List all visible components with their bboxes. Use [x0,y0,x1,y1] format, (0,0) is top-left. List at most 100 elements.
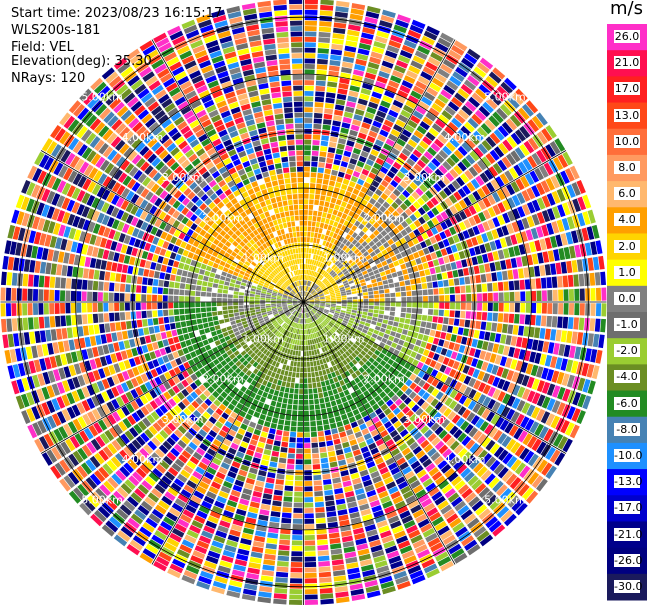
velocity-gate [482,254,489,263]
velocity-gate [305,270,307,275]
velocity-gate [322,212,327,218]
velocity-gate [329,60,340,66]
velocity-gate [593,257,599,270]
velocity-gate [323,207,328,213]
velocity-gate [220,324,226,329]
velocity-gate [287,404,292,409]
velocity-gate [273,599,286,605]
velocity-gate [503,313,508,322]
velocity-gate [437,273,443,280]
velocity-gate [327,517,337,523]
velocity-gate [375,273,381,278]
velocity-gate [305,26,317,31]
velocity-gate [305,551,316,556]
velocity-gate [257,475,266,482]
velocity-gate [311,227,315,232]
velocity-gate [342,213,348,219]
velocity-gate [262,565,274,571]
velocity-gate [593,334,599,347]
velocity-gate [299,389,303,394]
velocity-gate [377,318,382,322]
velocity-gate [407,297,412,302]
velocity-gate [270,517,280,523]
velocity-gate [466,294,471,301]
velocity-gate [552,316,558,327]
velocity-gate [83,326,89,336]
velocity-gate [265,549,277,555]
velocity-gate [371,279,377,283]
velocity-gate [285,480,293,485]
velocity-gate [317,64,328,70]
velocity-gate [290,426,296,431]
velocity-gate [185,308,190,313]
velocity-gate [265,399,271,405]
velocity-gate [280,447,287,453]
velocity-gate [304,102,313,107]
velocity-gate [208,322,214,327]
velocity-gate [185,339,191,346]
velocity-gate [328,76,338,82]
velocity-gate [259,414,266,420]
velocity-gate [481,274,487,282]
velocity-gate [482,312,487,320]
velocity-gate [488,303,493,311]
velocity-gate [305,31,317,36]
velocity-gate [180,341,186,348]
velocity-gate [306,259,308,264]
velocity-gate [422,283,427,289]
velocity-gate [206,307,211,312]
velocity-gate [335,382,340,388]
velocity-gate [226,326,232,331]
velocity-gate [282,513,292,519]
velocity-gate [390,307,395,311]
velocity-gate [166,331,172,338]
velocity-gate [334,110,343,116]
velocity-gate [293,405,298,410]
velocity-gate [515,292,520,301]
velocity-gate [304,75,314,80]
velocity-gate [158,310,163,317]
velocity-gate [305,53,316,58]
velocity-gate [169,316,175,322]
velocity-gate [276,566,288,572]
velocity-gate [313,135,321,140]
velocity-gate [600,272,606,285]
velocity-gate [312,145,319,150]
velocity-gate [305,42,316,47]
velocity-gate [318,387,323,392]
velocity-gate [311,372,315,377]
velocity-gate [321,381,326,387]
velocity-gate [322,370,326,376]
velocity-gate [539,328,545,339]
velocity-gate [384,289,389,293]
velocity-gate [318,431,324,437]
velocity-gate [279,545,290,551]
velocity-gate [307,367,310,372]
velocity-gate [223,314,228,318]
velocity-gate [456,335,462,343]
velocity-gate [519,280,525,290]
velocity-gate [61,328,67,339]
velocity-gate [297,362,300,367]
velocity-gate [338,514,348,520]
velocity-gate [507,270,513,280]
velocity-gate [312,151,319,156]
velocity-gate [329,456,337,462]
velocity-gate [304,205,308,210]
velocity-gate [396,253,402,259]
velocity-gate [482,341,489,350]
velocity-gate [336,306,341,308]
velocity-gate [324,108,333,114]
velocity-gate [88,325,94,335]
velocity-gate [577,332,583,345]
velocity-gate [383,265,389,270]
velocity-gate [455,311,460,318]
velocity-gate [316,523,326,529]
velocity-gate [121,322,127,330]
velocity-gate [393,338,399,344]
velocity-gate [456,261,462,269]
velocity-gate [353,302,358,304]
velocity-gate [311,432,317,437]
velocity-gate [558,303,563,314]
velocity-gate [320,0,333,5]
